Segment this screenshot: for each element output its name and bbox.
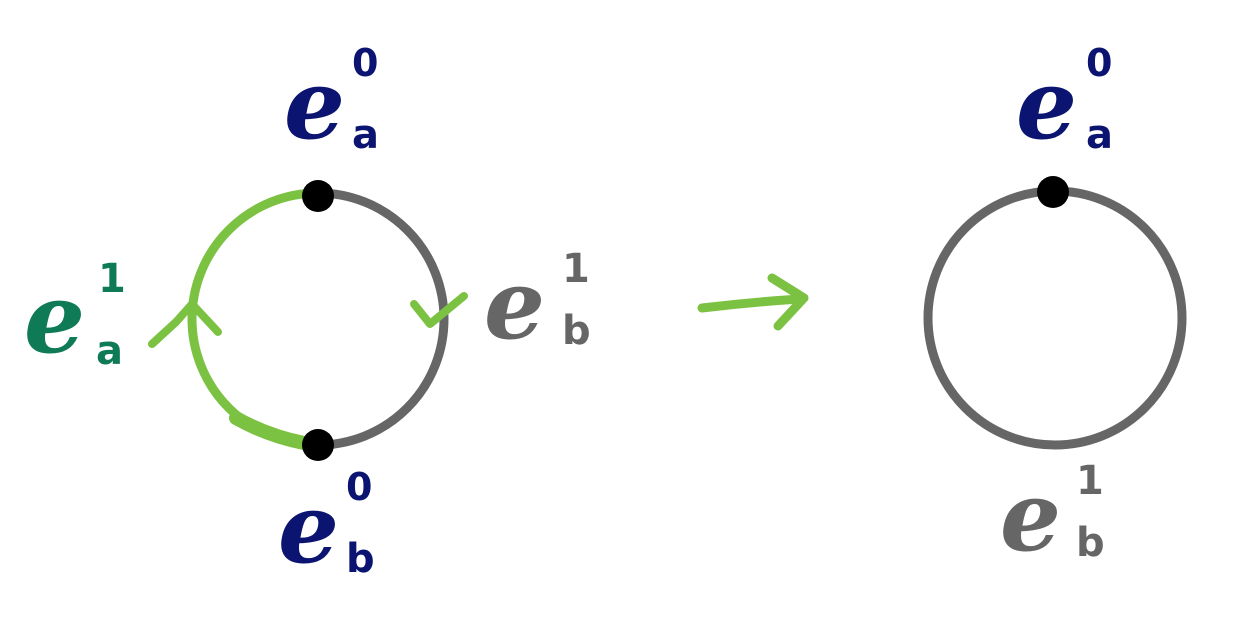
edge-e1a-leader xyxy=(148,318,180,348)
edge-e1a-thick-stroke xyxy=(229,411,311,450)
label-bottom-vertex-letter: e xyxy=(278,472,339,585)
label-right-top-vertex-subscript: a xyxy=(1086,112,1113,158)
label-top-vertex-letter: e xyxy=(284,48,345,161)
label-bottom-vertex: e 0 b xyxy=(278,465,375,585)
label-right-top-vertex-letter: e xyxy=(1016,48,1077,161)
label-right-edge-superscript: 1 xyxy=(562,246,590,292)
label-right-edge: e 1 b xyxy=(484,246,591,361)
transition-arrow-shaft xyxy=(697,294,805,313)
transition-arrow xyxy=(697,273,809,331)
label-bottom-vertex-subscript: b xyxy=(346,536,375,582)
left-diagram: e 0 a e 0 b e 1 a e 1 b xyxy=(24,41,591,585)
edge-e1b-orientation-arrow xyxy=(410,292,468,328)
label-right-edge-subscript: b xyxy=(562,308,591,354)
edge-e1a-orientation-arrow xyxy=(172,300,222,336)
label-left-edge: e 1 a xyxy=(24,256,126,375)
label-top-vertex-superscript: 0 xyxy=(352,41,378,85)
label-top-vertex: e 0 a xyxy=(284,41,379,161)
label-left-edge-letter: e xyxy=(24,262,85,375)
vertex-e0a-dot-right xyxy=(1037,176,1069,208)
label-left-edge-superscript: 1 xyxy=(98,256,126,302)
label-right-top-vertex-superscript: 0 xyxy=(1086,41,1112,85)
transition-arrow-head xyxy=(767,273,809,331)
label-left-edge-subscript: a xyxy=(96,328,123,374)
vertex-e0b-dot xyxy=(302,429,334,461)
label-right-edge-superscript: 1 xyxy=(1076,458,1104,504)
edge-e1b-circle xyxy=(923,186,1187,450)
right-diagram: e 0 a e 1 b xyxy=(923,41,1187,573)
label-right-edge-letter: e xyxy=(484,248,545,361)
label-right-edge-subscript: b xyxy=(1076,520,1105,566)
label-top-vertex-subscript: a xyxy=(352,112,379,158)
label-right-top-vertex: e 0 a xyxy=(1016,41,1113,161)
vertex-e0a-dot xyxy=(302,180,334,212)
label-bottom-vertex-superscript: 0 xyxy=(346,465,372,509)
edge-e1b-arc xyxy=(313,188,449,450)
label-right-edge: e 1 b xyxy=(1000,458,1105,573)
label-right-edge-letter: e xyxy=(1000,460,1061,573)
